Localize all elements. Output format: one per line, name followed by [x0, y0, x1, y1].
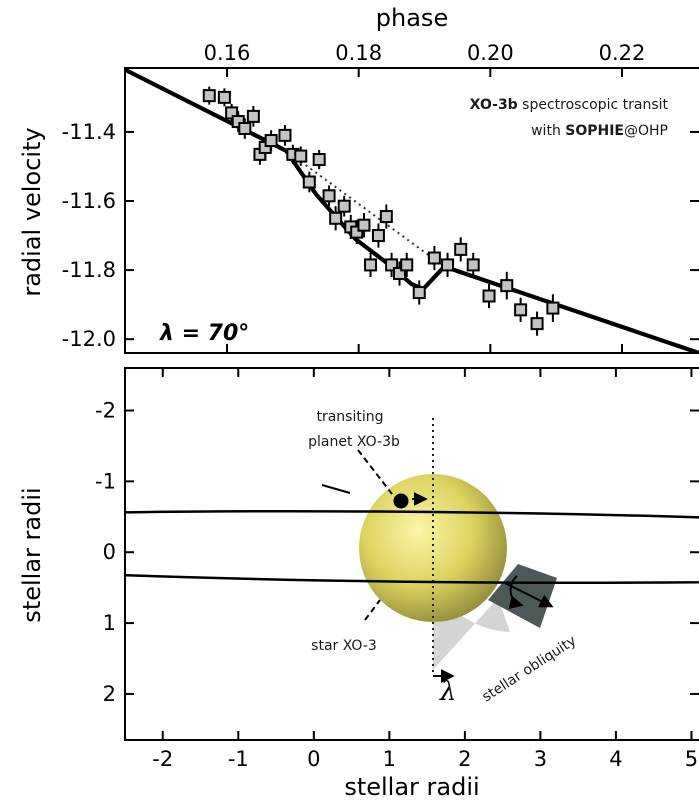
- rv-tick-label: -12.0: [62, 327, 116, 351]
- radii-y-axis-title: stellar radii: [18, 487, 46, 622]
- radii-x-tick-label: 0: [307, 747, 320, 771]
- stellar-spin-icon: [508, 575, 524, 610]
- geometry-plot-frame: [124, 367, 699, 741]
- radii-x-tick-label: 2: [458, 747, 471, 771]
- annotation-line-1: XO-3b spectroscopic transit: [470, 97, 669, 113]
- rv-data-point: [231, 115, 245, 129]
- rv-data-points: [202, 86, 560, 336]
- rv-data-point: [225, 106, 239, 120]
- radii-x-tick-label: -2: [152, 747, 173, 771]
- phase-tick-label: 0.20: [467, 41, 514, 65]
- rv-data-point: [246, 109, 260, 123]
- obliquity-light-wedge: [433, 580, 510, 670]
- phase-axis-title: phase: [376, 4, 448, 32]
- rv-data-point: [412, 286, 426, 300]
- radii-x-tick-label: -1: [228, 747, 249, 771]
- rv-data-point: [364, 258, 378, 272]
- phase-tick-label: 0.16: [204, 41, 251, 65]
- rv-data-point: [546, 301, 560, 315]
- rv-data-point: [322, 189, 336, 203]
- radii-x-axis-title: stellar radii: [344, 773, 479, 801]
- rv-data-point: [441, 258, 455, 272]
- radii-x-tick-label: 4: [609, 747, 622, 771]
- rv-data-point: [385, 258, 399, 272]
- phase-tick-label: 0.22: [599, 41, 646, 65]
- rv-plot-frame: [124, 67, 699, 354]
- radii-x-tick-label: 1: [383, 747, 396, 771]
- rv-data-point: [357, 218, 371, 232]
- rv-data-point: [264, 134, 278, 148]
- planet-label-line-1: transiting: [316, 409, 383, 425]
- stellar-obliquity-label: stellar obliquity: [479, 633, 579, 706]
- radii-y-axis-ticks: -2 -1 0 1 2: [95, 399, 699, 706]
- rv-data-point: [302, 175, 316, 189]
- planet-orbit: [125, 510, 699, 584]
- rv-data-point: [379, 210, 393, 224]
- planet-motion-arrow: [321, 484, 351, 494]
- rv-data-point: [202, 89, 216, 103]
- rv-data-point: [329, 211, 343, 225]
- keplerian-dotted-line: [285, 150, 445, 268]
- rv-data-point: [500, 279, 514, 293]
- rv-data-point: [466, 258, 480, 272]
- lambda-value-label: λ = 70°: [159, 321, 249, 346]
- radii-y-tick-label: -1: [95, 469, 116, 493]
- rv-data-point: [530, 317, 544, 331]
- rv-data-point: [294, 149, 308, 163]
- rv-data-point: [400, 258, 414, 272]
- rv-data-point: [278, 128, 292, 142]
- radii-y-tick-label: 0: [103, 540, 116, 564]
- rv-tick-label: -11.4: [62, 120, 116, 144]
- rv-data-point: [514, 303, 528, 317]
- planet-label-leader: [357, 449, 393, 495]
- planet-label-line-2: planet XO-3b: [308, 434, 400, 450]
- rv-axis-title: radial velocity: [18, 127, 46, 296]
- radii-x-axis-ticks: -2 -1 0 1 2 3 4 5: [152, 368, 698, 771]
- phase-tick-label: 0.18: [335, 41, 382, 65]
- rv-data-point: [337, 199, 351, 213]
- radii-y-tick-label: 1: [103, 611, 116, 635]
- lambda-symbol: λ: [439, 677, 456, 707]
- rv-data-point: [217, 90, 231, 104]
- rv-tick-label: -11.8: [62, 258, 116, 282]
- rv-data-point: [454, 242, 468, 256]
- rv-data-point: [392, 267, 406, 281]
- rv-panel: 0.16 0.18 0.20 0.22 -11.4 -11.6 -11.8 -12.0 ph…: [18, 4, 699, 354]
- radii-x-tick-label: 3: [534, 747, 547, 771]
- rv-data-point: [482, 289, 496, 303]
- rv-data-point: [312, 153, 326, 167]
- rv-data-point: [427, 251, 441, 265]
- radii-y-tick-label: -2: [95, 399, 116, 423]
- rv-data-point: [350, 225, 364, 239]
- rv-axis-ticks: -11.4 -11.6 -11.8 -12.0: [62, 120, 699, 351]
- phase-axis-ticks: 0.16 0.18 0.20 0.22: [204, 41, 646, 353]
- rv-tick-label: -11.6: [62, 189, 116, 213]
- annotation-line-2: with SOPHIE@OHP: [531, 123, 668, 139]
- rv-data-point: [238, 121, 252, 135]
- planet-xo3b: [393, 493, 409, 509]
- radii-x-tick-label: 5: [685, 747, 698, 771]
- star-label: star XO-3: [311, 638, 377, 654]
- rv-model-line: [125, 68, 699, 353]
- star-label-leader: [364, 599, 381, 621]
- rv-data-point: [371, 229, 385, 243]
- radii-y-tick-label: 2: [103, 682, 116, 706]
- geometry-panel: -2 -1 0 1 2 3 4 5 -2 -1 0 1 2 stellar radii stellar…: [18, 367, 699, 801]
